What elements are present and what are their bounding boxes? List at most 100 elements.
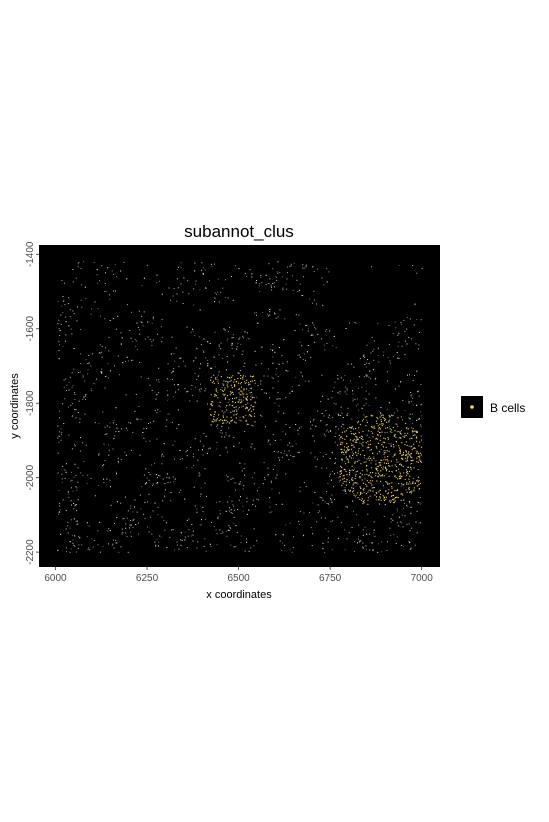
cell-point [58,441,60,443]
cell-point [365,548,367,550]
cell-point [214,366,216,368]
cell-point [141,486,143,488]
cell-point [189,400,191,402]
cell-point [351,451,353,453]
cell-point [195,280,197,282]
b-cell-point [363,502,365,504]
b-cell-point [377,418,379,420]
cell-point [72,539,74,541]
b-cell-point [222,393,224,395]
b-cell-point [376,480,378,482]
cell-point [411,338,412,340]
cell-point [269,309,271,310]
cell-point [365,366,367,368]
cell-point [406,428,408,430]
cell-point [209,543,211,545]
b-cell-point [380,493,382,495]
cell-point [206,452,208,454]
b-cell-point [391,487,393,489]
cell-point [242,488,244,490]
cell-point [274,440,276,441]
cell-point [299,490,301,492]
cell-point [221,425,223,427]
cell-point [330,431,332,432]
cell-point [412,428,414,430]
cell-point [227,297,229,299]
cell-point [126,517,128,519]
cell-point [262,312,264,314]
cell-point [298,384,300,386]
cell-point [132,359,134,361]
b-cell-point [386,450,388,452]
cell-point [238,483,240,485]
cell-point [102,411,104,413]
cell-point [370,378,372,380]
cell-point [253,528,255,530]
cell-point [82,442,83,444]
cell-point [115,290,116,292]
cell-point [389,527,391,529]
cell-point [221,432,223,434]
cell-point [292,290,294,291]
b-cell-point [355,435,357,437]
cell-point [337,413,339,415]
cell-point [281,276,283,278]
cell-point [75,417,77,419]
cell-point [214,419,216,420]
cell-point [72,490,74,492]
cell-point [199,336,201,338]
cell-point [199,391,201,393]
b-cell-point [341,448,343,450]
cell-point [71,333,73,335]
cell-point [134,506,135,508]
cell-point [316,303,318,305]
cell-point [58,341,60,343]
b-cell-point [241,391,243,393]
cell-point [322,542,324,544]
cell-point [202,272,204,274]
cell-point [347,363,349,365]
b-cell-point [231,419,234,421]
cell-point [91,538,93,540]
b-cell-point [245,398,247,400]
cell-point [76,489,78,491]
cell-point [271,376,273,378]
cell-point [396,461,398,463]
b-cell-point [367,499,369,501]
cell-point [328,503,329,505]
cell-point [365,403,367,405]
cell-point [350,442,352,444]
cell-point [152,483,154,485]
cell-point [151,344,153,346]
cell-point [356,398,358,400]
cell-point [229,327,231,329]
cell-point [233,517,235,518]
b-cell-point [376,437,378,439]
cell-point [390,443,392,445]
cell-point [173,353,175,354]
cell-point [186,547,188,549]
cell-point [414,544,416,546]
cell-point [377,355,379,357]
cell-point [346,389,348,391]
cell-point [334,436,336,437]
cell-point [339,415,341,416]
cell-point [287,370,289,372]
cell-point [364,478,366,480]
cell-point [169,537,171,538]
b-cell-point [230,416,232,418]
b-cell-point [243,389,245,391]
b-cell-point [397,497,399,499]
b-cell-point [372,427,374,429]
cell-point [384,456,386,458]
cell-point [299,341,301,343]
b-cell-point [376,453,378,455]
cell-point [237,509,239,510]
b-cell-point [394,434,396,436]
cell-point [144,338,146,340]
b-cell-point [224,397,227,399]
cell-point [67,525,69,527]
cell-point [226,535,228,537]
cell-point [323,433,325,435]
b-cell-point [234,401,236,404]
